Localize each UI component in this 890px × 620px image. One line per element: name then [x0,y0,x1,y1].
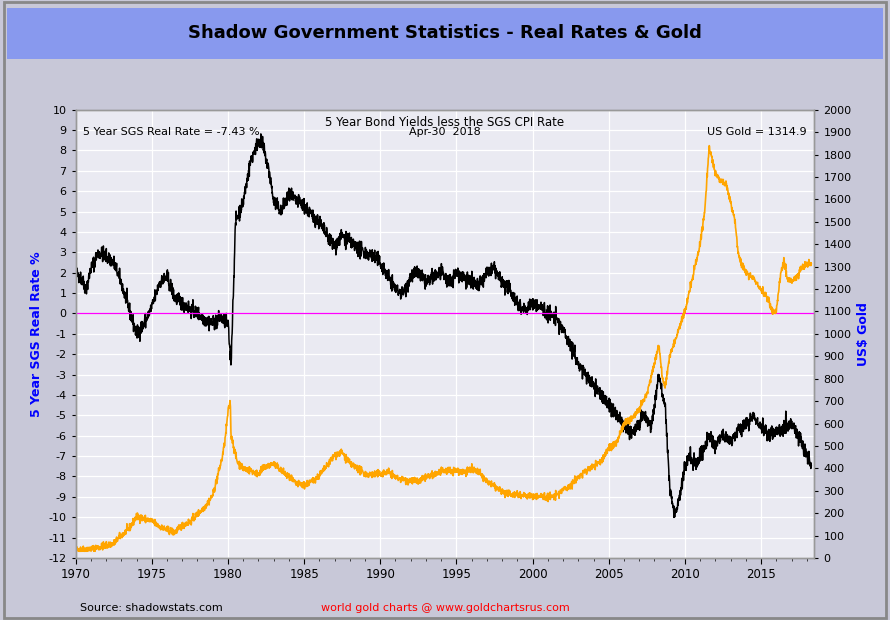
Text: Source: shadowstats.com: Source: shadowstats.com [80,603,222,613]
Text: 5 Year Bond Yields less the SGS CPI Rate: 5 Year Bond Yields less the SGS CPI Rate [326,117,564,130]
Text: 5 Year SGS Real Rate = -7.43 %: 5 Year SGS Real Rate = -7.43 % [83,126,260,137]
Y-axis label: US$ Gold: US$ Gold [857,302,870,366]
Text: Apr-30  2018: Apr-30 2018 [409,126,481,137]
Text: world gold charts @ www.goldchartsrus.com: world gold charts @ www.goldchartsrus.co… [320,603,570,613]
Text: US Gold = 1314.9: US Gold = 1314.9 [708,126,807,137]
Y-axis label: 5 Year SGS Real Rate %: 5 Year SGS Real Rate % [30,251,43,417]
Text: Shadow Government Statistics - Real Rates & Gold: Shadow Government Statistics - Real Rate… [188,24,702,43]
